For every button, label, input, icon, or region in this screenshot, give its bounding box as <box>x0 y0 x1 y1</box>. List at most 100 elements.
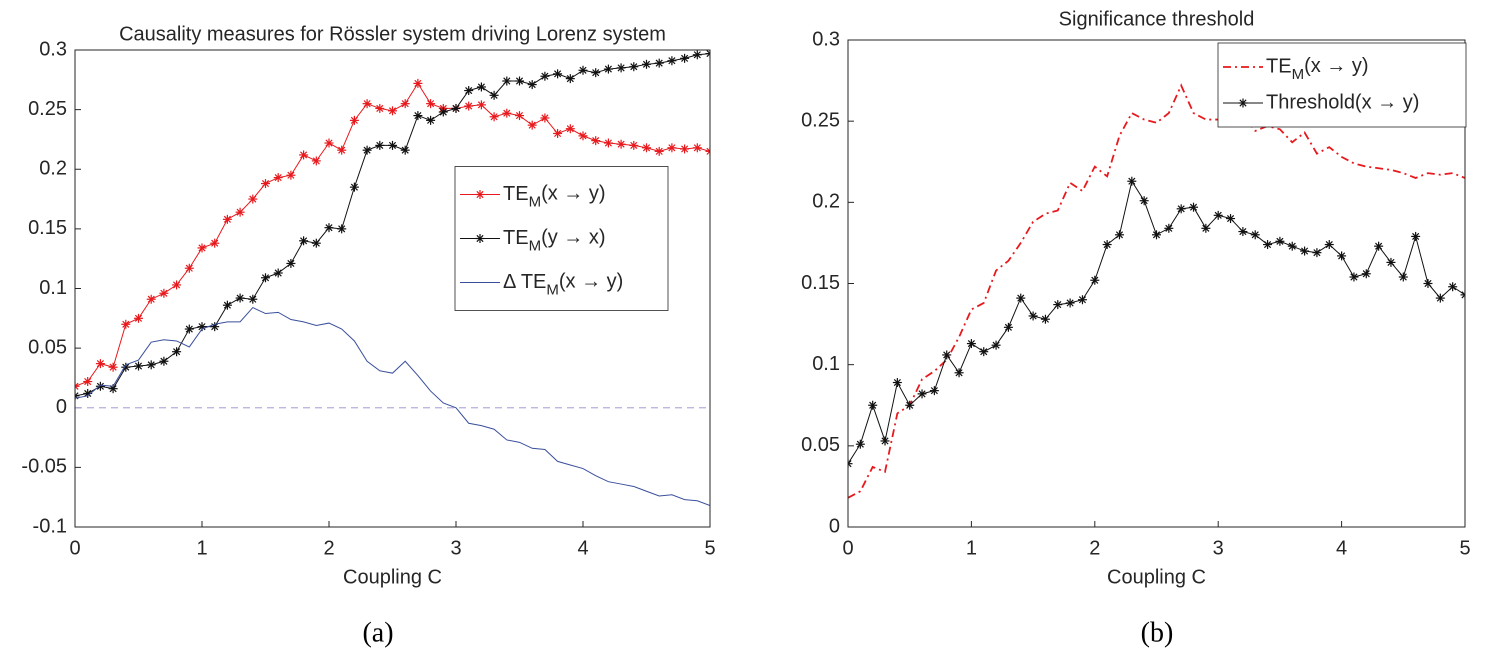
marker-stroke <box>579 66 587 74</box>
marker-stroke <box>566 125 574 133</box>
marker <box>527 80 537 90</box>
marker <box>705 146 710 156</box>
marker-stroke <box>388 107 397 115</box>
marker-stroke <box>261 179 270 188</box>
marker-stroke <box>147 361 155 369</box>
x-tick-label: 4 <box>1336 537 1347 559</box>
marker-stroke <box>1362 270 1370 278</box>
marker-stroke <box>617 64 625 72</box>
marker <box>83 377 93 387</box>
marker-stroke <box>173 348 181 356</box>
marker <box>159 288 169 298</box>
marker <box>273 268 283 278</box>
marker-stroke <box>1177 205 1185 213</box>
marker-stroke <box>1276 237 1284 245</box>
x-tick-label: 5 <box>1459 537 1470 559</box>
series-line <box>848 179 1465 464</box>
marker <box>979 347 989 357</box>
marker-stroke <box>869 401 877 409</box>
marker-stroke <box>312 157 320 165</box>
marker <box>286 258 296 268</box>
marker-stroke <box>490 113 498 121</box>
marker-stroke <box>338 225 346 233</box>
marker-stroke <box>134 362 143 370</box>
marker-stroke <box>1436 294 1444 302</box>
marker-stroke <box>96 360 104 368</box>
marker <box>680 144 690 154</box>
plot-area <box>848 83 1465 499</box>
marker <box>400 99 410 109</box>
marker-stroke <box>515 112 524 120</box>
marker-stroke <box>414 79 422 87</box>
legend-marker <box>475 234 485 243</box>
marker <box>1164 223 1174 233</box>
marker-stroke <box>630 63 638 71</box>
marker <box>527 120 537 130</box>
y-tick-label: -0.05 <box>21 456 67 478</box>
marker-stroke <box>1375 242 1383 250</box>
marker <box>1114 230 1124 240</box>
marker-stroke <box>693 144 701 152</box>
marker-stroke <box>198 323 206 331</box>
marker-stroke <box>554 70 562 78</box>
marker <box>413 111 423 121</box>
marker <box>1003 322 1013 332</box>
marker-stroke <box>706 147 710 153</box>
marker <box>261 179 270 189</box>
marker <box>324 138 334 148</box>
marker-stroke <box>211 239 219 247</box>
marker <box>261 273 270 283</box>
marker <box>1139 196 1149 206</box>
marker-stroke <box>1350 273 1358 281</box>
marker <box>1176 204 1186 214</box>
marker-stroke <box>477 83 485 91</box>
marker-stroke <box>1066 299 1074 307</box>
marker-stroke <box>75 392 79 397</box>
marker <box>565 74 575 84</box>
marker-stroke <box>1387 258 1395 266</box>
marker <box>680 53 690 63</box>
marker <box>489 90 499 100</box>
marker-stroke <box>906 401 914 409</box>
marker-stroke <box>1140 197 1148 205</box>
marker <box>942 350 952 360</box>
marker <box>159 356 169 366</box>
marker-stroke <box>363 146 371 154</box>
y-tick-label: 0.1 <box>812 353 840 375</box>
y-tick-label: 0 <box>56 396 67 418</box>
marker-stroke <box>160 357 168 365</box>
x-tick-label: 0 <box>842 537 853 559</box>
marker <box>1238 98 1248 108</box>
marker <box>464 101 474 111</box>
marker-stroke <box>1152 231 1161 239</box>
marker <box>1361 269 1371 279</box>
marker <box>184 324 194 334</box>
marker-stroke <box>84 377 92 386</box>
marker <box>692 50 702 60</box>
marker-stroke <box>1214 211 1222 219</box>
marker <box>475 234 485 243</box>
marker-stroke <box>1078 296 1087 304</box>
marker-stroke <box>554 129 562 138</box>
y-tick-label: 0.25 <box>28 98 67 120</box>
marker <box>892 378 902 388</box>
legend-marker <box>475 190 485 199</box>
marker-stroke <box>452 104 460 113</box>
marker-stroke <box>1424 279 1432 288</box>
marker-stroke <box>350 116 358 124</box>
marker <box>451 103 461 113</box>
marker <box>476 82 486 92</box>
marker <box>464 86 474 96</box>
marker <box>197 243 207 253</box>
x-axis-label: Coupling C <box>1107 566 1206 588</box>
marker-stroke <box>706 50 710 55</box>
marker-stroke <box>363 100 371 108</box>
marker <box>553 128 563 138</box>
marker <box>1386 257 1396 267</box>
marker-stroke <box>185 264 193 272</box>
marker-stroke <box>503 109 511 117</box>
x-tick-label: 3 <box>1213 537 1224 559</box>
marker <box>95 359 105 369</box>
marker <box>1324 240 1334 250</box>
marker <box>362 99 372 109</box>
